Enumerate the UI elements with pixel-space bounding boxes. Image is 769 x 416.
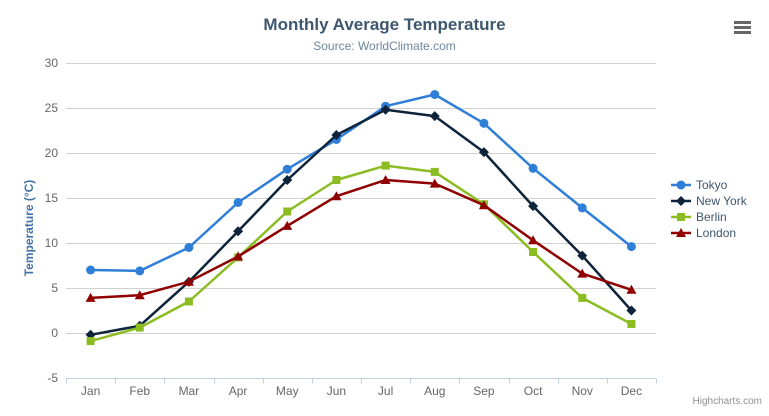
x-axis-label: Feb xyxy=(129,384,151,398)
series-line[interactable] xyxy=(89,93,633,273)
data-point[interactable] xyxy=(577,250,588,261)
data-point[interactable] xyxy=(233,226,244,237)
x-axis-label: May xyxy=(275,384,299,398)
triangle-legend-marker-icon xyxy=(671,228,691,237)
series-line[interactable] xyxy=(89,178,633,300)
x-axis-label: Apr xyxy=(228,384,248,398)
legend-label: Tokyo xyxy=(696,178,728,192)
data-point[interactable] xyxy=(184,297,193,306)
legend: Tokyo New York Berlin London xyxy=(671,177,747,241)
legend-item-new-york[interactable]: New York xyxy=(671,193,747,209)
legend-label: New York xyxy=(696,194,747,208)
data-point[interactable] xyxy=(380,104,391,115)
hamburger-menu-icon xyxy=(733,20,751,34)
x-axis-label: Jan xyxy=(80,384,101,398)
y-axis-label: 20 xyxy=(44,146,58,160)
chart-subtitle: Source: WorldClimate.com xyxy=(313,39,456,53)
data-point[interactable] xyxy=(233,251,244,261)
legend-item-berlin[interactable]: Berlin xyxy=(671,209,747,225)
data-point[interactable] xyxy=(184,243,194,252)
y-axis-label: 5 xyxy=(51,281,58,295)
data-point[interactable] xyxy=(529,248,538,256)
data-point[interactable] xyxy=(86,265,96,275)
legend-item-tokyo[interactable]: Tokyo xyxy=(671,177,747,193)
data-point[interactable] xyxy=(331,130,342,140)
data-point[interactable] xyxy=(282,164,292,174)
x-axis-label: Oct xyxy=(523,384,543,398)
data-point[interactable] xyxy=(283,207,292,216)
data-point[interactable] xyxy=(528,163,538,173)
data-point[interactable] xyxy=(577,203,587,213)
data-point[interactable] xyxy=(135,266,145,276)
legend-item-london[interactable]: London xyxy=(671,225,747,241)
data-point[interactable] xyxy=(478,147,489,158)
data-point[interactable] xyxy=(626,242,636,252)
circle-legend-marker-icon xyxy=(671,180,691,190)
square-legend-marker-icon xyxy=(671,213,691,221)
data-point[interactable] xyxy=(85,292,96,302)
data-point[interactable] xyxy=(86,337,95,346)
data-point[interactable] xyxy=(282,220,293,230)
x-axis-label: Aug xyxy=(424,384,446,398)
y-axis-label: 15 xyxy=(44,191,58,205)
chart-context-menu-button[interactable] xyxy=(732,19,752,37)
data-point[interactable] xyxy=(332,176,341,184)
data-point[interactable] xyxy=(626,305,637,316)
y-axis-label: -5 xyxy=(47,371,58,385)
data-point[interactable] xyxy=(134,290,145,300)
data-point[interactable] xyxy=(479,118,489,128)
diamond-legend-marker-icon xyxy=(671,196,691,206)
x-axis-label: Jun xyxy=(326,384,347,398)
data-point[interactable] xyxy=(430,167,439,176)
legend-label: London xyxy=(696,226,737,240)
data-point[interactable] xyxy=(429,111,440,122)
data-point[interactable] xyxy=(429,178,440,188)
x-axis-label: Mar xyxy=(178,384,200,398)
data-point[interactable] xyxy=(578,293,587,302)
data-point[interactable] xyxy=(430,90,440,99)
y-axis-label: 30 xyxy=(44,56,58,70)
data-point[interactable] xyxy=(626,284,637,294)
x-axis-label: Sep xyxy=(473,384,495,398)
data-point[interactable] xyxy=(282,175,293,185)
y-axis-label: 10 xyxy=(44,236,58,250)
data-point[interactable] xyxy=(381,161,390,170)
data-point[interactable] xyxy=(528,235,539,245)
data-point[interactable] xyxy=(478,200,489,210)
data-point[interactable] xyxy=(528,201,539,212)
y-axis-label: 0 xyxy=(51,326,58,340)
data-point[interactable] xyxy=(233,198,243,207)
legend-label: Berlin xyxy=(696,210,727,224)
series-line[interactable] xyxy=(89,108,633,337)
data-point[interactable] xyxy=(135,323,144,332)
data-point[interactable] xyxy=(380,175,391,184)
data-point[interactable] xyxy=(331,191,342,201)
data-point[interactable] xyxy=(577,268,588,278)
x-axis-label: Nov xyxy=(571,384,593,398)
x-axis-label: Dec xyxy=(620,384,643,398)
y-axis-label: 25 xyxy=(44,101,58,115)
credits-link[interactable]: Highcharts.com xyxy=(692,396,762,407)
chart-title: Monthly Average Temperature xyxy=(263,15,506,34)
x-axis-label: Jul xyxy=(377,384,394,398)
data-point[interactable] xyxy=(627,320,636,328)
series-line[interactable] xyxy=(89,164,633,343)
data-point[interactable] xyxy=(183,276,194,286)
